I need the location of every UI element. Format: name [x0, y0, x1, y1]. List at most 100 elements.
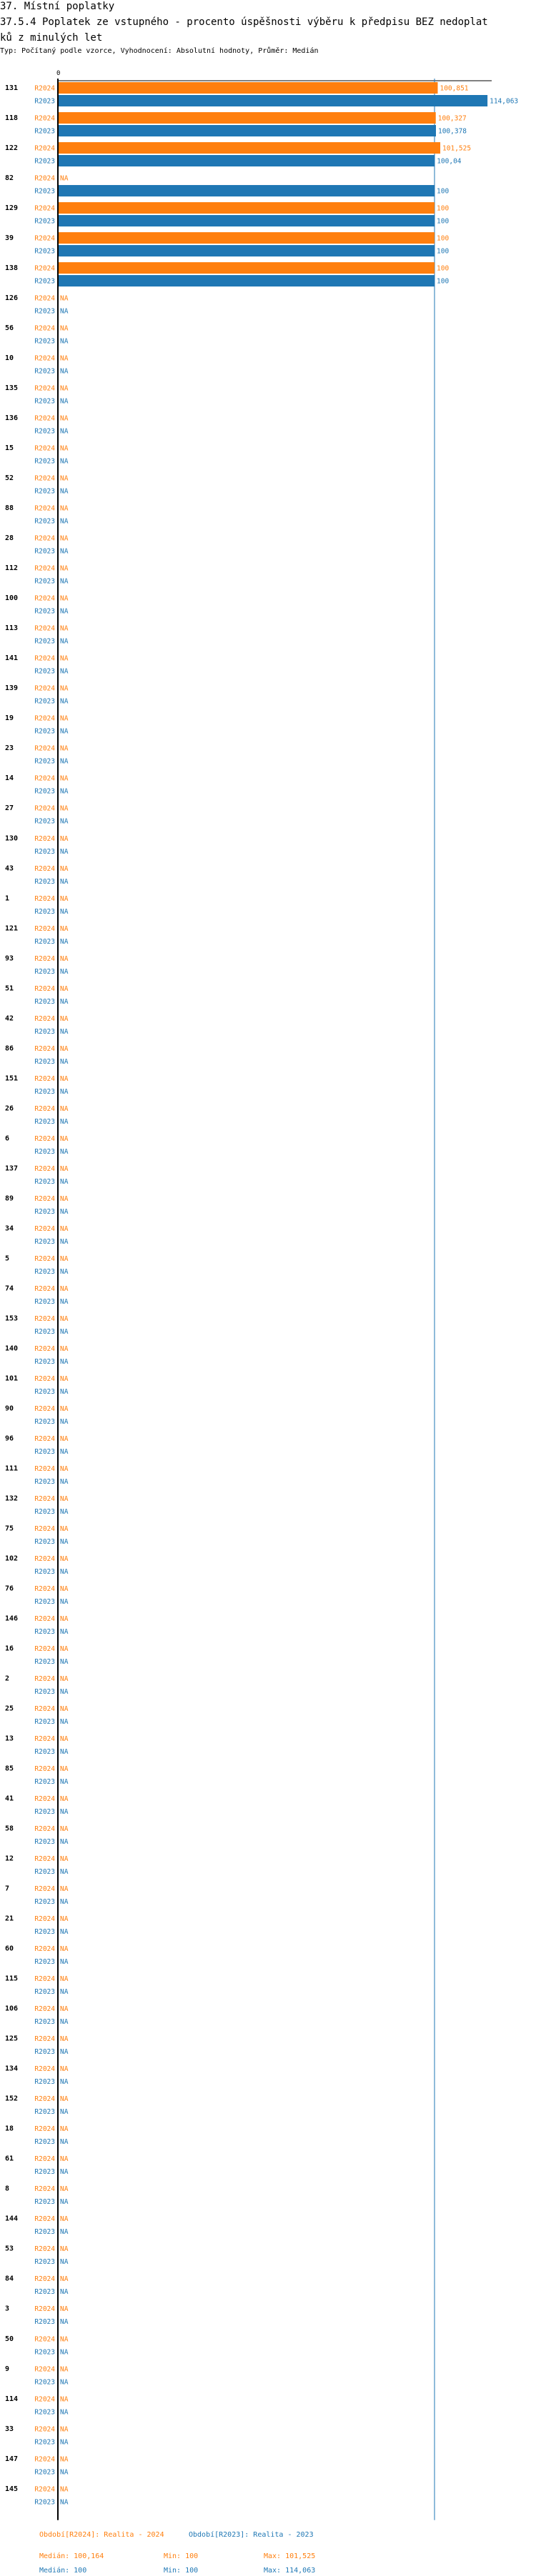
bar-r2023: [59, 245, 435, 257]
na-label: NA: [60, 1855, 69, 1863]
category-label: 9: [5, 2365, 9, 2373]
series-label: R2023: [34, 938, 55, 946]
category-label: 141: [5, 654, 18, 662]
category-label: 42: [5, 1014, 14, 1022]
series-label: R2024: [34, 2065, 55, 2073]
na-label: NA: [60, 1045, 69, 1053]
na-label: NA: [60, 1388, 69, 1396]
na-label: NA: [60, 835, 69, 843]
category-label: 138: [5, 264, 18, 272]
na-label: NA: [60, 698, 69, 706]
na-label: NA: [60, 638, 69, 646]
category-label: 3: [5, 2305, 9, 2313]
series-label: R2023: [34, 818, 55, 826]
category-label: 16: [5, 1645, 14, 1653]
series-label: R2024: [34, 805, 55, 813]
na-label: NA: [60, 715, 69, 723]
category-label: 152: [5, 2095, 18, 2103]
category-label: 84: [5, 2275, 14, 2283]
series-label: R2023: [34, 1808, 55, 1816]
category-label: 34: [5, 1224, 14, 1232]
series-label: R2023: [34, 2108, 55, 2116]
na-label: NA: [60, 1568, 69, 1576]
na-label: NA: [60, 445, 69, 453]
series-label: R2024: [34, 1405, 55, 1413]
series-label: R2024: [34, 1135, 55, 1143]
na-label: NA: [60, 1928, 69, 1936]
category-label: 18: [5, 2125, 14, 2133]
category-label: 135: [5, 384, 18, 392]
series-label: R2024: [34, 2095, 55, 2103]
na-label: NA: [60, 1628, 69, 1636]
series-label: R2024: [34, 2485, 55, 2493]
na-label: NA: [60, 1508, 69, 1516]
series-label: R2024: [34, 175, 55, 183]
na-label: NA: [60, 1435, 69, 1443]
na-label: NA: [60, 1795, 69, 1803]
na-label: NA: [60, 1748, 69, 1756]
series-label: R2023: [34, 518, 55, 526]
category-label: 76: [5, 1585, 14, 1593]
series-label: R2023: [34, 308, 55, 316]
category-label: 1: [5, 894, 9, 902]
series-label: R2023: [34, 1148, 55, 1156]
na-label: NA: [60, 355, 69, 363]
series-label: R2024: [34, 1615, 55, 1623]
na-label: NA: [60, 895, 69, 903]
series-label: R2024: [34, 385, 55, 393]
series-label: R2023: [34, 2228, 55, 2236]
na-label: NA: [60, 2215, 69, 2223]
category-label: 122: [5, 144, 18, 152]
na-label: NA: [60, 1615, 69, 1623]
series-label: R2024: [34, 2455, 55, 2463]
series-label: R2023: [34, 2408, 55, 2416]
category-label: 88: [5, 504, 14, 512]
series-label: R2024: [34, 1795, 55, 1803]
data-label: 100: [437, 188, 449, 196]
na-label: NA: [60, 1315, 69, 1323]
series-label: R2024: [34, 1345, 55, 1353]
series-label: R2024: [34, 745, 55, 753]
category-label: 13: [5, 1735, 14, 1743]
na-label: NA: [60, 2125, 69, 2133]
category-label: 82: [5, 174, 14, 182]
na-label: NA: [60, 1898, 69, 1906]
na-label: NA: [60, 1675, 69, 1683]
na-label: NA: [60, 488, 69, 496]
series-label: R2024: [34, 505, 55, 513]
series-label: R2023: [34, 1178, 55, 1186]
na-label: NA: [60, 1735, 69, 1743]
series-label: R2023: [34, 758, 55, 766]
na-label: NA: [60, 595, 69, 603]
na-label: NA: [60, 565, 69, 573]
series-label: R2023: [34, 848, 55, 856]
category-label: 74: [5, 1284, 14, 1292]
series-label: R2023: [34, 128, 55, 136]
na-label: NA: [60, 608, 69, 616]
na-label: NA: [60, 2018, 69, 2026]
series-label: R2024: [34, 835, 55, 843]
data-label: 101,525: [442, 145, 471, 153]
series-label: R2023: [34, 398, 55, 406]
series-label: R2023: [34, 1538, 55, 1546]
category-label: 89: [5, 1194, 14, 1202]
category-label: 8: [5, 2185, 9, 2193]
category-label: 25: [5, 1705, 14, 1713]
series-label: R2024: [34, 775, 55, 783]
series-label: R2023: [34, 1838, 55, 1846]
series-label: R2023: [34, 1418, 55, 1426]
category-label: 93: [5, 954, 14, 962]
series-label: R2024: [34, 2395, 55, 2403]
data-label: 100,327: [438, 115, 467, 123]
series-label: R2024: [34, 1585, 55, 1593]
na-label: NA: [60, 475, 69, 483]
series-label: R2023: [34, 1328, 55, 1336]
series-label: R2024: [34, 355, 55, 363]
na-label: NA: [60, 685, 69, 693]
na-label: NA: [60, 458, 69, 466]
category-label: 21: [5, 1915, 14, 1923]
na-label: NA: [60, 1015, 69, 1023]
series-label: R2024: [34, 655, 55, 663]
na-label: NA: [60, 2288, 69, 2296]
